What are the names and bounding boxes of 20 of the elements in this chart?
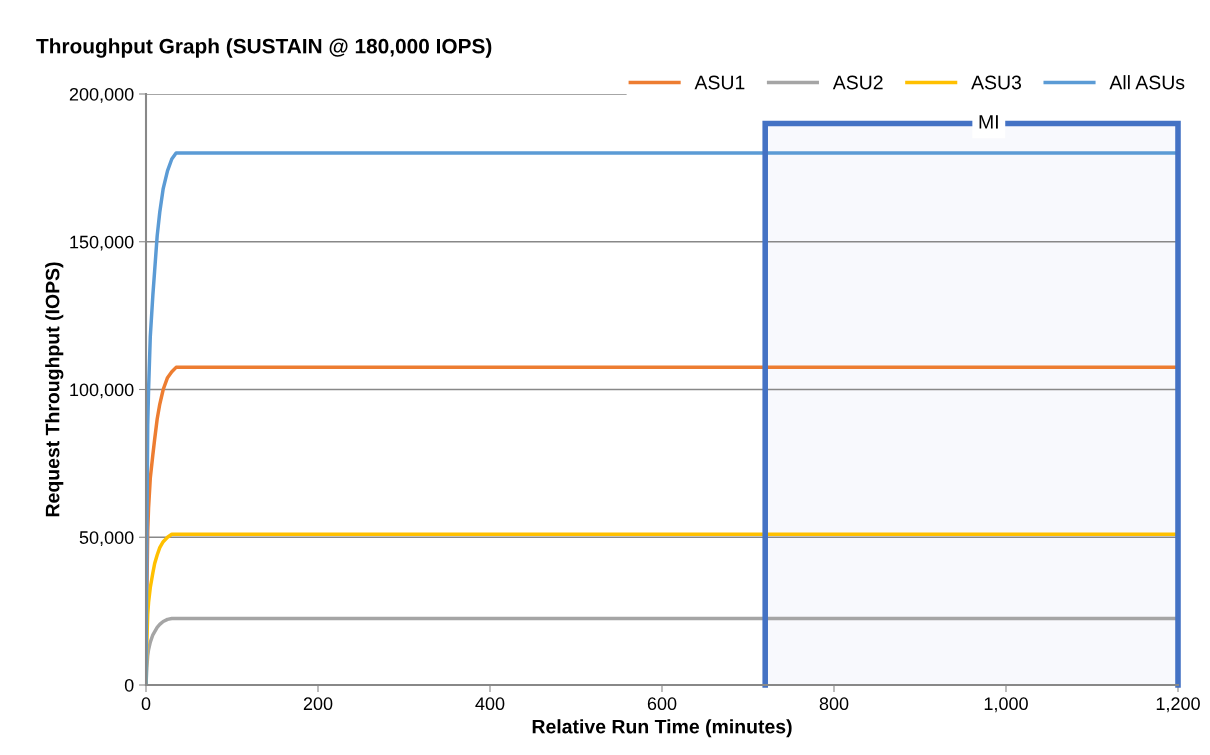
y-tick-label: 200,000 bbox=[69, 87, 134, 103]
y-tick-label: 50,000 bbox=[79, 531, 134, 547]
x-axis-title: Relative Run Time (minutes) bbox=[532, 719, 792, 738]
band-label: MI bbox=[979, 115, 998, 129]
x-tick-label: 600 bbox=[647, 697, 677, 711]
legend-label: ASU1 bbox=[694, 75, 745, 90]
y-tick-label: 100,000 bbox=[70, 383, 134, 399]
y-tick-label: 0 bbox=[124, 678, 134, 692]
x-tick-label: 0 bbox=[141, 697, 151, 711]
x-tick-label: 1,000 bbox=[984, 697, 1028, 713]
x-tick-label: 1,200 bbox=[1156, 697, 1200, 713]
legend-label: All ASUs bbox=[1109, 75, 1185, 90]
legend-label: ASU2 bbox=[832, 75, 883, 90]
chart-title: Throughput Graph (SUSTAIN @ 180,000 IOPS) bbox=[36, 38, 492, 58]
y-axis-title: Request Throughput (IOPS) bbox=[45, 262, 64, 517]
legend-label: ASU3 bbox=[971, 75, 1022, 90]
y-tick-label: 150,000 bbox=[70, 235, 134, 251]
x-tick-label: 200 bbox=[303, 697, 333, 711]
x-tick-label: 400 bbox=[475, 697, 505, 711]
x-tick-label: 800 bbox=[819, 697, 849, 711]
